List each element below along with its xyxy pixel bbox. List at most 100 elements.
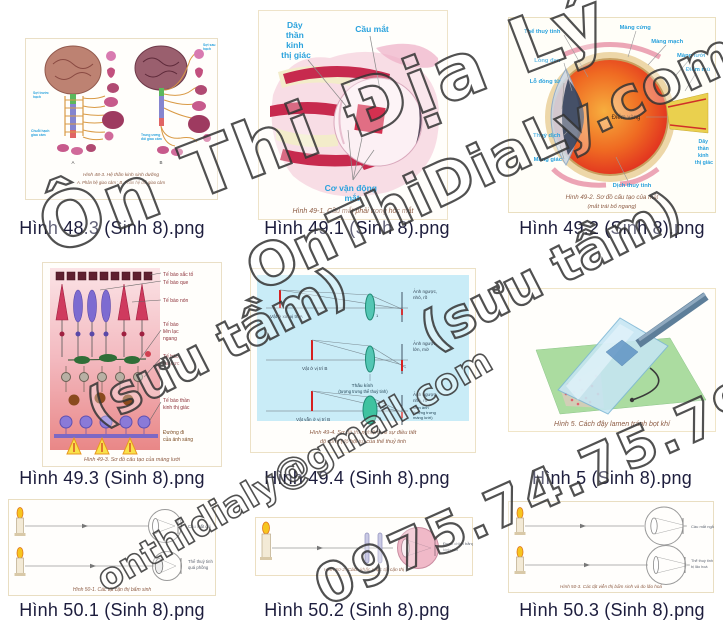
lens-number-1: 1 xyxy=(376,313,379,318)
experiment-panel xyxy=(257,275,469,421)
label-trung-uong: Trung ương đối giao cảm xyxy=(141,133,162,141)
pointer-lines xyxy=(559,30,697,182)
filename-hinh-5[interactable]: Hình 5 (Sinh 8).png xyxy=(532,468,692,488)
diagram-lens-accommodated: Vật vẫn ở vị trí B 2 Ảnh ngược, nhỏ, rõ … xyxy=(266,390,439,425)
thumbnail-hinh-48-3[interactable]: Sợi trước hạch Chuỗi hạch giao cảm A xyxy=(25,38,218,200)
filename-hinh-49-4[interactable]: Hình 49.4 (Sinh 8).png xyxy=(264,468,450,488)
filename-hinh-49-1[interactable]: Hình 49.1 (Sinh 8).png xyxy=(264,218,450,238)
eye-bulging-lens xyxy=(152,551,182,581)
candle-icon xyxy=(14,507,26,536)
candle-icon xyxy=(514,546,526,574)
concave-lens xyxy=(364,532,383,564)
thumbnail-hinh-50-1[interactable]: Cầu mắt dài Thể thuỷ tinh quá phồng Hình… xyxy=(8,499,216,596)
figure-caption-line2: A. Phân hệ giao cảm ; B. Phân hệ đối gia… xyxy=(76,180,166,185)
thumbnail-hinh-49-1[interactable]: Dây thần kinh thị giác Cầu mắt Cơ vận độ… xyxy=(258,10,448,220)
myopia-correction-diagram: Được chỉnh bằng kính cận Hình 50-2. Cách… xyxy=(255,517,473,576)
label-chuoi-hach: Chuỗi hạch giao cảm xyxy=(31,129,50,137)
thumbnail-hinh-50-3[interactable]: Cầu mắt ngắn Thể thuỷ tinh bị lão hoá Hì… xyxy=(508,501,714,593)
iris xyxy=(562,79,584,155)
eye-short xyxy=(644,506,688,546)
pointer-lines xyxy=(307,35,381,181)
figure-caption: Hình 49-3. Sơ đồ cấu tạo của màng lưới xyxy=(84,456,181,463)
labels-left: Thể thuỷ tinh Lòng đen Lỗ đồng tử Thuỷ d… xyxy=(524,28,563,163)
filename-hinh-49-3[interactable]: Hình 49.3 (Sinh 8).png xyxy=(19,468,205,488)
thumbnail-hinh-5[interactable]: Hình 5. Cách đậy lamen tránh bọt khí xyxy=(508,288,716,432)
filename-hinh-48-3[interactable]: Hình 48.3 (Sinh 8).png xyxy=(19,218,205,238)
candle-icon xyxy=(14,547,26,576)
figure-caption: Hình 50-2. Cách khắc phục tật cận thị xyxy=(324,566,405,573)
candle-icon xyxy=(514,507,526,535)
svg-text:Tế bào sắc tố: Tế bào sắc tố xyxy=(163,271,194,278)
svg-text:Tế bào liên lạc: Tế bào liên lạc ngang xyxy=(163,322,180,342)
label-bulging-lens: Thể thuỷ tinh quá phồng xyxy=(188,559,214,570)
pigment-cells xyxy=(55,271,153,281)
nervous-system-diagram: Sợi trước hạch Chuỗi hạch giao cảm A xyxy=(25,38,218,200)
label-eyeball: Cầu mắt xyxy=(355,23,389,34)
figure-caption: Hình 50-3. Các tật viễn thị bẩm sinh và … xyxy=(560,583,662,589)
figure-caption: Hình 49-1. Cầu mắt phải trong hốc mắt xyxy=(292,206,414,215)
label-soi-truoc-hach: Sợi trước hạch xyxy=(33,91,50,99)
filename-hinh-50-3[interactable]: Hình 50.3 (Sinh 8).png xyxy=(519,600,705,620)
figure-caption: Hình 5. Cách đậy lamen tránh bọt khí xyxy=(554,421,671,428)
label-screen: Màn ảnh (tượng trưng màng lưới) xyxy=(413,405,437,420)
eye-structure-diagram: Thể thuỷ tinh Lòng đen Lỗ đồng tử Thuỷ d… xyxy=(508,17,716,213)
light-arrows xyxy=(66,436,138,455)
eye-in-orbit-diagram: Dây thần kinh thị giác Cầu mắt Cơ vận độ… xyxy=(258,10,448,220)
label-image-2: Ảnh ngược, lớn, mờ xyxy=(413,340,439,352)
pointer-lines xyxy=(99,272,162,421)
thumbnail-hinh-49-3[interactable]: Tế bào sắc tố Tế bào que Tế bào nón Tế b… xyxy=(42,262,222,467)
cell-labels: Tế bào sắc tố Tế bào que Tế bào nón Tế b… xyxy=(163,271,194,443)
label-optic-nerve: Dây thần kinh thị giác xyxy=(281,20,311,60)
retina-structure-diagram: Tế bào sắc tố Tế bào que Tế bào nón Tế b… xyxy=(42,262,222,467)
thumbnail-hinh-50-2[interactable]: Được chỉnh bằng kính cận Hình 50-2. Cách… xyxy=(255,517,473,576)
lens-number-2: 2 xyxy=(379,416,382,421)
eye-aged-lens xyxy=(646,545,691,585)
label-lens: Thấu kính (tượng trưng thể thuỷ tinh) xyxy=(338,383,388,394)
coverslip-diagram: Hình 5. Cách đậy lamen tránh bọt khí xyxy=(508,288,716,432)
figure-caption: Hình 48-3. Hệ thần kinh sinh dưỡng xyxy=(83,172,159,178)
label-vitreous: Dịch thuỷ tinh xyxy=(613,183,652,189)
label-soi-sau-hach: Sợi sau hạch xyxy=(203,43,216,51)
label-object-b: Vật ở vị trí B xyxy=(302,365,327,371)
label-fovea: Điểm vàng xyxy=(612,114,641,121)
figure-caption: Hình 49-4. Sơ đồ thí nghiệm về sự điều t… xyxy=(310,429,417,436)
svg-text:Tế bào thần kinh thị: Tế bào thần kinh thị giác xyxy=(163,398,191,411)
filename-hinh-49-2[interactable]: Hình 49.2 (Sinh 8).png xyxy=(519,218,705,238)
ganglion-cells xyxy=(54,415,158,438)
filename-hinh-50-1[interactable]: Hình 50.1 (Sinh 8).png xyxy=(19,600,205,620)
bipolar-cells xyxy=(61,366,143,392)
coverslip-reflection xyxy=(605,339,639,367)
label-image-3: Ảnh ngược, nhỏ, rõ xyxy=(413,391,439,403)
thumbnail-hinh-49-4[interactable]: Vật ở xa: vị trí A 1 Ảnh ngược, nhỏ, rõ … xyxy=(250,268,476,453)
filename-hinh-50-2[interactable]: Hình 50.2 (Sinh 8).png xyxy=(264,600,450,620)
label-object-b2: Vật vẫn ở vị trí B xyxy=(296,416,330,422)
label-short-eyeball: Cầu mắt ngắn xyxy=(691,524,714,529)
diagram-object-near: Vật ở vị trí B Ảnh ngược, lớn, mờ xyxy=(266,339,439,374)
label-optic-nerve: Dây thần kinh thị giác xyxy=(695,139,713,166)
thumbnail-hinh-49-2[interactable]: Thể thuỷ tinh Lòng đen Lỗ đồng tử Thuỷ d… xyxy=(508,17,716,213)
eye-long xyxy=(148,509,182,543)
svg-text:Tế bào hai cực: Tế bào hai cực xyxy=(163,354,180,367)
label-object-a: Vật ở xa: vị trí A xyxy=(270,313,304,319)
dissecting-needle xyxy=(635,292,709,348)
rods-and-cones xyxy=(55,283,149,357)
label-long-eyeball: Cầu mắt dài xyxy=(188,524,211,529)
figure-caption: Hình 49-2. Sơ đồ cấu tạo của mắt xyxy=(566,194,659,201)
eyeball-pink xyxy=(397,527,439,569)
svg-text:Tế bào que: Tế bào que xyxy=(163,280,189,286)
svg-text:Đường đi của ánh sán: Đường đi của ánh sáng xyxy=(163,430,193,443)
myopia-diagram: Cầu mắt dài Thể thuỷ tinh quá phồng Hình… xyxy=(8,499,216,596)
labels-top: Màng cứng Màng mạch Màng lưới Điểm mù xyxy=(620,25,711,73)
label-image-1: Ảnh ngược, nhỏ, rõ xyxy=(413,288,439,300)
label-b: B xyxy=(159,160,162,165)
sympathetic-diagram: Sợi trước hạch Chuỗi hạch giao cảm A xyxy=(31,45,124,165)
figure-caption: Hình 50-1. Các tật cận thị bẩm sinh xyxy=(73,586,152,593)
lowering-arrow xyxy=(631,367,660,401)
hyperopia-diagram: Cầu mắt ngắn Thể thuỷ tinh bị lão hoá Hì… xyxy=(508,501,714,593)
figure-caption-line2: (mắt trái bổ ngang) xyxy=(588,203,637,210)
label-eye-muscles: Cơ vận động mắt xyxy=(325,183,380,203)
label-a: A xyxy=(71,160,74,165)
label-corrective-lens: Được chỉnh bằng kính cận xyxy=(443,541,473,552)
label-aged-lens: Thể thuỷ tinh bị lão hoá xyxy=(691,559,714,569)
